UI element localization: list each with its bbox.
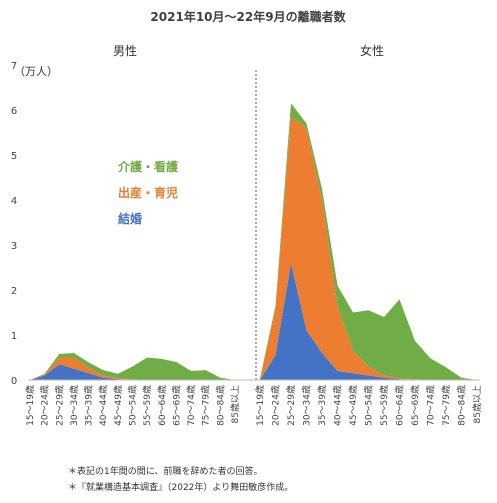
area-series — [260, 116, 477, 381]
x-tick-label: 45～49歳 — [347, 385, 359, 426]
x-tick-label: 50～54歳 — [127, 385, 139, 426]
legend-entry: 結婚 — [118, 211, 142, 226]
x-tick-label: 80～84歳 — [456, 385, 468, 426]
x-tick-label: 75～79歳 — [200, 385, 212, 426]
x-tick-label: 45～49歳 — [112, 385, 124, 426]
x-tick-label: 55～59歳 — [378, 385, 390, 426]
panel-label: 女性 — [360, 43, 384, 58]
y-tick-label: 4 — [11, 196, 17, 207]
x-tick-label: 85歳以上 — [471, 385, 483, 423]
panel-label: 男性 — [113, 44, 137, 58]
x-tick-label: 65～69歳 — [409, 385, 421, 426]
x-tick-label: 60～64歳 — [156, 385, 168, 426]
chart-title: 2021年10月～22年9月の離職者数 — [150, 9, 346, 24]
x-tick-label: 40～44歳 — [332, 385, 344, 426]
x-tick-label: 55～59歳 — [141, 385, 153, 426]
x-tick-label: 70～74歳 — [185, 385, 197, 426]
area-series — [260, 263, 477, 380]
x-tick-label: 20～24歳 — [39, 385, 51, 426]
x-tick-label: 80～84歳 — [214, 385, 226, 426]
x-tick-label: 35～39歳 — [316, 385, 328, 426]
footnote: ＊表記の1年間の間に、前職を辞めた者の回答。 — [68, 465, 262, 477]
area-series — [260, 103, 477, 381]
area-series — [30, 353, 235, 380]
x-tick-label: 35～39歳 — [83, 385, 95, 426]
y-unit-label: （万人） — [14, 65, 58, 78]
x-tick-label: 70～74歳 — [425, 385, 437, 426]
y-tick-label: 3 — [11, 241, 17, 252]
x-tick-label: 15～19歳 — [24, 385, 36, 426]
y-tick-label: 6 — [11, 106, 17, 117]
x-tick-label: 30～34歳 — [301, 385, 313, 426]
y-tick-label: 2 — [11, 286, 17, 297]
x-tick-label: 20～24歳 — [270, 385, 282, 426]
area-series — [30, 357, 235, 380]
y-tick-label: 7 — [11, 61, 17, 72]
y-tick-label: 5 — [11, 151, 17, 162]
x-tick-label: 40～44歳 — [97, 385, 109, 426]
y-tick-label: 0 — [11, 376, 17, 387]
x-tick-label: 85歳以上 — [229, 385, 241, 423]
y-tick-label: 1 — [11, 331, 17, 342]
x-tick-label: 15～19歳 — [254, 385, 266, 426]
footnote: ＊『就業構造基本調査』（2022年）より舞田敏彦作成。 — [68, 481, 293, 493]
x-tick-label: 75～79歳 — [440, 385, 452, 426]
x-tick-label: 65～69歳 — [170, 385, 182, 426]
area-series — [30, 364, 235, 380]
x-tick-label: 30～34歳 — [68, 385, 80, 426]
legend-entry: 出産・育児 — [118, 185, 178, 200]
x-tick-label: 25～29歳 — [53, 385, 65, 426]
x-tick-label: 60～64歳 — [394, 385, 406, 426]
x-tick-label: 25～29歳 — [285, 385, 297, 426]
x-tick-label: 50～54歳 — [363, 385, 375, 426]
legend-entry: 介護・看護 — [117, 159, 179, 174]
